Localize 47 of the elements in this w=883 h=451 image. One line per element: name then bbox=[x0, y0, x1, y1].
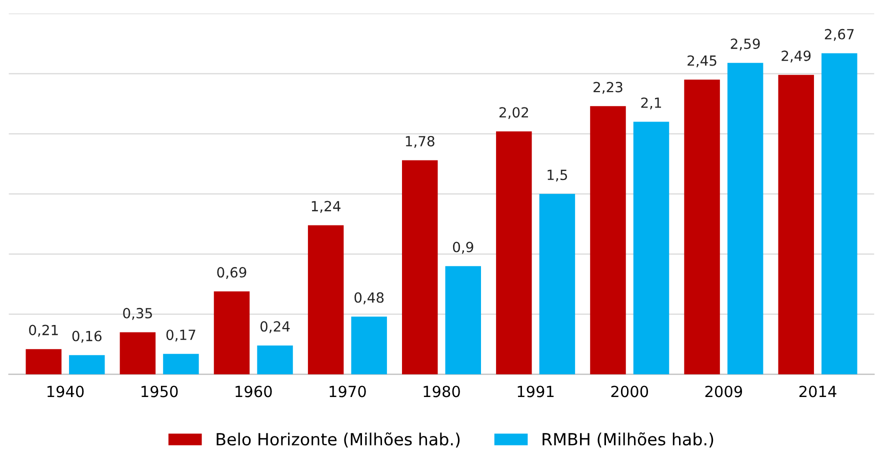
data-label: 1,24 bbox=[312, 200, 340, 213]
data-label: 2,59 bbox=[730, 38, 760, 50]
bar bbox=[257, 345, 293, 374]
bar bbox=[539, 194, 576, 374]
bar bbox=[778, 74, 814, 374]
x-tick-label: 1950 bbox=[142, 386, 178, 398]
data-label: 0,21 bbox=[29, 324, 58, 337]
bar bbox=[590, 106, 626, 374]
data-label: 0,69 bbox=[217, 267, 246, 279]
x-tick-label: 1970 bbox=[330, 386, 366, 398]
x-tick-label: 1960 bbox=[236, 386, 272, 398]
bar bbox=[727, 62, 764, 374]
data-label: 0,9 bbox=[453, 242, 474, 254]
x-tick-label: 1980 bbox=[424, 386, 460, 398]
data-label: 1,5 bbox=[548, 170, 568, 182]
data-label: 2,67 bbox=[824, 28, 854, 41]
bar bbox=[214, 291, 250, 374]
data-label: 2,02 bbox=[499, 107, 528, 120]
bar bbox=[821, 53, 858, 374]
data-label: 2,45 bbox=[688, 55, 716, 68]
bar bbox=[26, 349, 62, 374]
bar bbox=[351, 316, 387, 374]
data-label: 1,78 bbox=[406, 136, 434, 148]
bar bbox=[633, 122, 670, 374]
data-label: 0,24 bbox=[260, 321, 290, 334]
data-label: 0,35 bbox=[123, 308, 152, 320]
bar bbox=[69, 355, 105, 374]
data-label: 2,49 bbox=[782, 50, 811, 62]
bar bbox=[163, 354, 199, 374]
bar bbox=[402, 160, 438, 374]
bar bbox=[684, 80, 720, 374]
bar bbox=[496, 131, 532, 374]
data-label: 0,48 bbox=[354, 292, 384, 304]
data-label: 0,16 bbox=[72, 330, 102, 343]
bar bbox=[120, 332, 156, 374]
x-tick-label: 1991 bbox=[518, 386, 554, 398]
bar bbox=[445, 266, 482, 374]
data-label: 2,23 bbox=[594, 82, 622, 94]
legend-label: Belo Horizonte (Milhões hab.) bbox=[216, 432, 460, 448]
bar bbox=[308, 225, 344, 374]
data-label: 2,1 bbox=[641, 97, 662, 110]
x-tick-label: 2014 bbox=[799, 386, 836, 398]
x-tick-label: 2009 bbox=[705, 386, 742, 398]
legend-label: RMBH (Milhões hab.) bbox=[542, 432, 714, 448]
x-tick-label: 1940 bbox=[48, 386, 84, 398]
data-label: 0,17 bbox=[166, 330, 196, 342]
x-tick-label: 2000 bbox=[611, 386, 648, 398]
